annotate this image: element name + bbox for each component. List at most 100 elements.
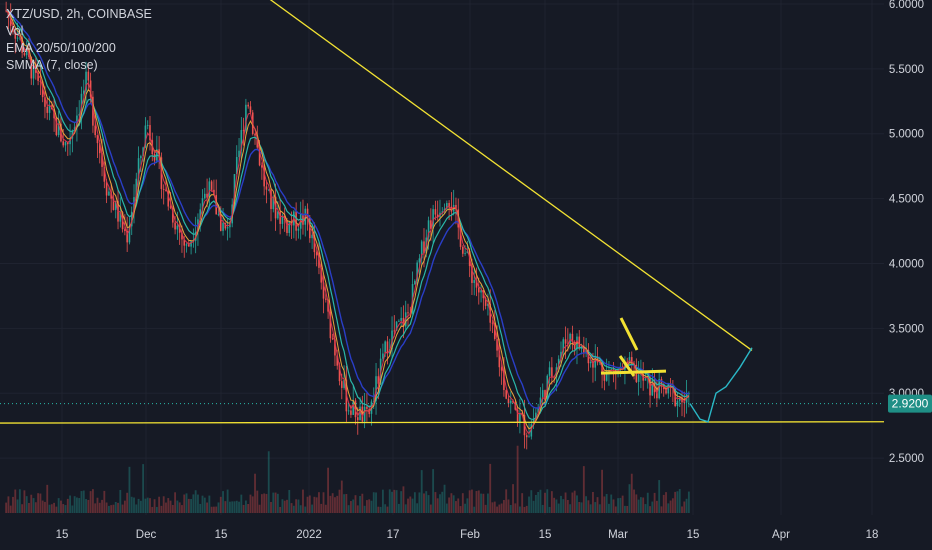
- volume-bar: [541, 504, 544, 513]
- volume-bar: [386, 506, 389, 513]
- volume-bar: [507, 499, 510, 513]
- volume-bar: [336, 495, 339, 513]
- current-price-badge-box: [888, 394, 932, 413]
- legend-symbol[interactable]: XTZ/USD, 2h, COINBASE: [6, 7, 152, 21]
- descending-trendline[interactable]: [255, 0, 753, 351]
- volume-bar: [219, 496, 222, 513]
- volume-bar: [181, 505, 183, 513]
- candle-body: [210, 181, 213, 190]
- volume-bar: [379, 506, 382, 513]
- candle-body: [644, 378, 647, 381]
- volume-bar: [521, 493, 524, 513]
- candle-body: [103, 166, 106, 182]
- candle-body: [594, 356, 597, 368]
- candle-body: [277, 211, 279, 219]
- volume-bar: [637, 499, 640, 513]
- candle-body: [592, 361, 594, 368]
- volume-bar: [347, 505, 350, 513]
- candle-body: [605, 371, 608, 381]
- candle-body: [395, 321, 398, 331]
- volume-bar: [411, 498, 414, 513]
- volume-bar: [297, 499, 300, 513]
- flag-pole-line[interactable]: [619, 317, 639, 351]
- volume-bar: [621, 495, 624, 513]
- volume-bar: [505, 489, 508, 513]
- candle-body: [295, 211, 297, 231]
- volume-bar: [642, 497, 645, 513]
- volume-bar: [41, 500, 44, 513]
- volume-bar: [18, 489, 21, 513]
- volume-bar: [128, 466, 131, 513]
- volume-bar: [512, 484, 514, 513]
- candle-body: [407, 312, 409, 314]
- volume-bar: [217, 502, 220, 513]
- volume-bar: [286, 499, 288, 513]
- candle-body: [393, 330, 396, 332]
- volume-bar: [624, 505, 626, 513]
- volume-bar: [662, 494, 665, 513]
- candle-body: [548, 367, 551, 376]
- volume-bar: [381, 489, 384, 513]
- volume-bar: [62, 504, 65, 513]
- volume-bar: [359, 496, 361, 513]
- volume-bar: [532, 500, 535, 513]
- volume-bar: [464, 503, 467, 513]
- trend-drawings[interactable]: [0, 0, 885, 424]
- volume-bar: [665, 492, 667, 513]
- volume-bar: [290, 503, 293, 513]
- moving-average-lines: [5, 10, 690, 435]
- volume-bar: [439, 494, 441, 513]
- candle-body: [537, 407, 539, 413]
- candle-body: [432, 209, 434, 229]
- candle-body: [404, 312, 407, 327]
- volume-bar: [327, 467, 330, 513]
- candle-body: [311, 234, 313, 239]
- volume-bar: [646, 492, 649, 513]
- volume-bar: [427, 495, 430, 513]
- projection-path[interactable]: [689, 347, 753, 423]
- volume-bar: [322, 492, 325, 513]
- candle-body: [112, 198, 115, 210]
- ema-200-line: [5, 10, 689, 409]
- legend-ema[interactable]: EMA 20/50/100/200: [6, 41, 116, 55]
- legend-volume[interactable]: Vol: [6, 24, 24, 38]
- volume-bar: [605, 493, 608, 513]
- volume-bar: [260, 494, 263, 513]
- time-axis[interactable]: 15 Dec 15 2022 17 Feb 15 Mar 15 Apr 18: [56, 529, 879, 541]
- candle-body: [503, 370, 505, 391]
- legend-smma[interactable]: SMMA (7, close): [6, 58, 98, 72]
- current-price-badge: 2.9200: [888, 394, 932, 413]
- volume-bar: [329, 495, 332, 513]
- candle-body: [25, 48, 28, 56]
- volume-bar: [525, 505, 528, 513]
- price-axis[interactable]: 6.00005.50005.00004.50004.00003.50003.00…: [884, 0, 932, 515]
- candle-body: [267, 189, 270, 191]
- candle-body: [366, 406, 368, 409]
- volume-bar: [240, 494, 243, 513]
- volume-bar: [126, 492, 129, 513]
- volume-bar: [395, 490, 398, 513]
- candle-body: [377, 376, 380, 384]
- volume-bar: [612, 499, 615, 513]
- volume-bar: [242, 504, 245, 513]
- candle-body: [62, 141, 65, 146]
- candle-body: [162, 189, 165, 190]
- volume-bar: [80, 491, 83, 513]
- flag-lower-line[interactable]: [618, 355, 636, 377]
- volume-bar: [57, 498, 60, 513]
- candle-body: [658, 379, 660, 399]
- candle-body: [562, 339, 565, 352]
- candle-body: [73, 127, 76, 131]
- candle-body: [560, 351, 562, 359]
- volume-bar: [400, 491, 403, 513]
- candle-body: [384, 341, 386, 354]
- volume-bar: [614, 506, 617, 513]
- volume-bar: [87, 499, 90, 513]
- candle-body: [459, 227, 462, 247]
- candle-body: [165, 189, 167, 192]
- volume-bar: [149, 498, 151, 513]
- horizontal-support-line[interactable]: [0, 421, 885, 424]
- volume-bar: [564, 492, 567, 513]
- consolidation-line[interactable]: [600, 369, 667, 375]
